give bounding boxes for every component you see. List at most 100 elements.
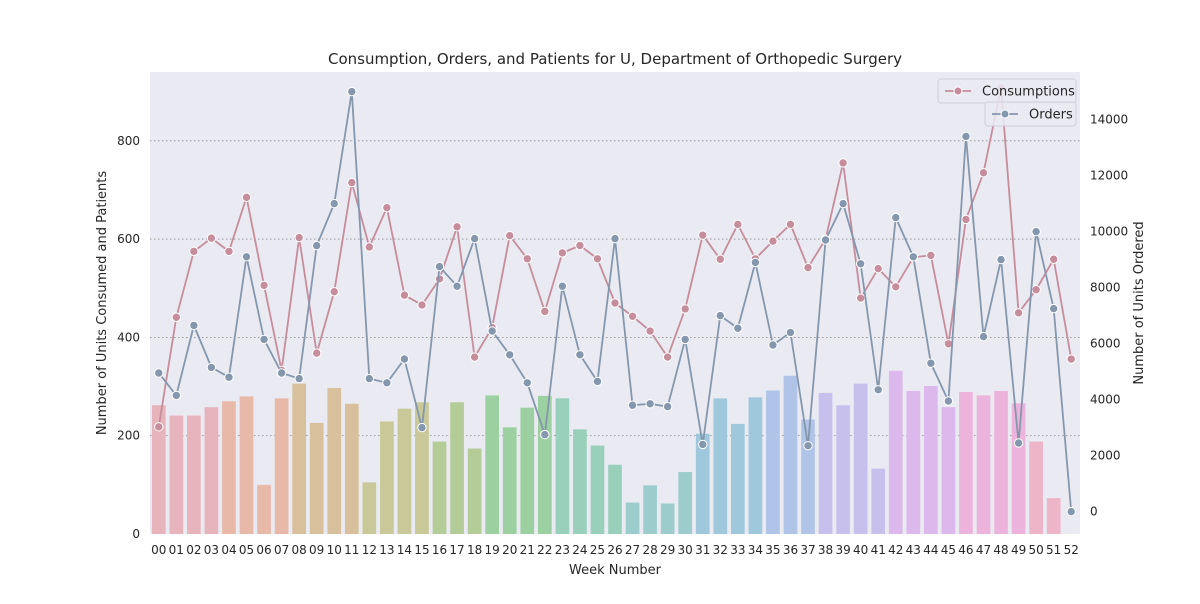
left-y-tick-label: 400 (117, 330, 140, 344)
consumptions-point (382, 202, 392, 213)
consumptions-point (785, 219, 796, 230)
legend-box-orders (984, 101, 1077, 127)
consumptions-point (1066, 354, 1076, 364)
orders-point (908, 252, 919, 262)
left-y-axis-ticks: 0 200 400 600 800 (117, 134, 140, 541)
x-tick-label: 50 (1028, 543, 1043, 557)
bar (695, 433, 710, 534)
consumptions-point (329, 286, 339, 297)
x-tick-label: 31 (695, 543, 710, 557)
consumptions-point (662, 352, 673, 362)
orders-point (978, 331, 989, 342)
bar (590, 445, 605, 534)
x-tick-label: 36 (783, 543, 798, 557)
orders-point (206, 362, 217, 373)
orders-point (364, 373, 375, 384)
legend-label-orders: Orders (1029, 108, 1073, 123)
legend-marker-orders (1000, 109, 1010, 119)
consumptions-point (1031, 285, 1041, 295)
consumptions-point (575, 240, 585, 251)
orders-point (943, 396, 954, 406)
consumptions-point (610, 298, 620, 308)
legend-label-consumptions: Consumptions (982, 85, 1075, 100)
consumptions-point (645, 326, 655, 336)
bar (344, 403, 359, 534)
x-tick-label: 00 (151, 543, 166, 557)
consumptions-point (522, 254, 532, 264)
right-y-tick-label: 14000 (1090, 113, 1128, 127)
x-tick-label: 48 (993, 543, 1008, 557)
x-tick-label: 20 (502, 543, 517, 557)
orders-point (820, 235, 831, 245)
orders-point (1031, 226, 1041, 237)
x-tick-label: 34 (748, 543, 763, 557)
consumptions-point (206, 233, 217, 243)
bar (309, 422, 324, 534)
left-y-tick-label: 800 (117, 134, 140, 148)
bar (520, 407, 535, 534)
x-tick-label: 29 (660, 543, 675, 557)
consumptions-point (347, 177, 357, 188)
consumptions-point (1013, 308, 1024, 318)
bar (976, 395, 991, 534)
bar (888, 370, 903, 534)
x-tick-label: 45 (941, 543, 956, 557)
consumptions-point (1048, 254, 1059, 264)
x-tick-label: 44 (923, 543, 938, 557)
bar (959, 391, 973, 534)
consumptions-point (311, 348, 322, 358)
bar (450, 402, 464, 534)
orders-point (557, 281, 568, 291)
orders-point (224, 372, 234, 382)
x-tick-label: 03 (204, 543, 219, 557)
bar (485, 395, 500, 534)
bar (555, 398, 570, 534)
orders-point (961, 131, 971, 142)
x-tick-label: 47 (976, 543, 991, 557)
x-tick-label: 42 (888, 543, 903, 557)
x-tick-label: 37 (800, 543, 815, 557)
x-tick-label: 39 (835, 543, 850, 557)
x-tick-label: 49 (1011, 543, 1026, 557)
x-tick-label: 14 (397, 543, 412, 557)
x-tick-label: 01 (169, 543, 184, 557)
bar (643, 485, 657, 534)
orders-point (645, 399, 655, 409)
bar (871, 468, 886, 534)
orders-point (768, 340, 778, 350)
orders-point (329, 198, 339, 209)
right-y-tick-label: 8000 (1090, 281, 1121, 295)
consumptions-point (417, 300, 427, 310)
x-tick-label: 35 (765, 543, 780, 557)
consumptions-point (592, 254, 603, 264)
consumptions-point (926, 250, 936, 261)
orders-point (838, 198, 848, 209)
bar (730, 423, 745, 534)
bar (836, 405, 850, 534)
legend-marker-consumptions (953, 86, 963, 96)
orders-point (540, 429, 550, 440)
bar (924, 386, 938, 534)
consumptions-point (259, 280, 269, 291)
consumptions-point (171, 312, 182, 322)
orders-point (610, 233, 620, 244)
x-tick-label: 04 (221, 543, 236, 557)
bar (222, 401, 236, 534)
consumptions-point (961, 214, 971, 225)
x-tick-label: 02 (186, 543, 201, 557)
orders-point (627, 400, 638, 410)
orders-point (417, 422, 427, 433)
bar (853, 383, 868, 534)
orders-point (891, 212, 901, 223)
bar (573, 429, 587, 534)
x-tick-label: 11 (344, 543, 359, 557)
x-tick-label: 32 (713, 543, 728, 557)
orders-point (592, 376, 603, 387)
bar (239, 396, 254, 534)
orders-point (715, 310, 725, 321)
orders-point (575, 350, 585, 360)
consumptions-point (189, 246, 199, 257)
orders-point (276, 368, 287, 378)
